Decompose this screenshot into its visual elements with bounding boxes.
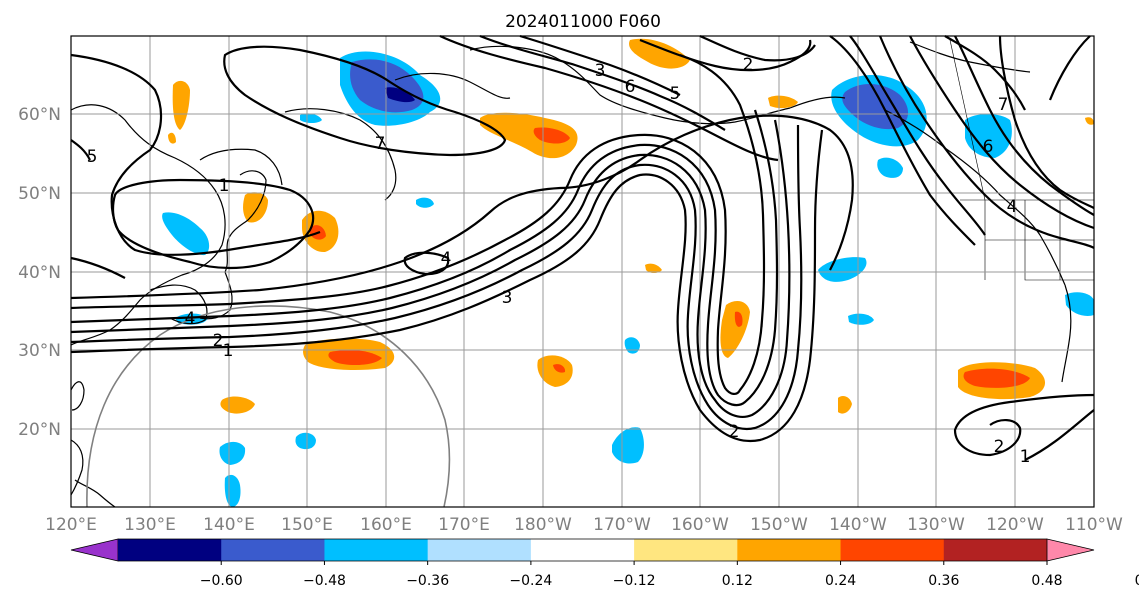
colorbar-tick-label: 0.36 [928,573,959,589]
contour-label: 3 [502,288,513,308]
colorbar-extend-low [70,538,119,562]
lon-label: 130°E [124,515,176,535]
colorbar-segment [530,539,635,561]
contour-label: 1 [219,176,230,196]
colorbar-tick-label: −0.48 [303,573,346,589]
colorbar-tick-label: −0.60 [200,573,243,589]
lat-label: 30°N [18,341,61,361]
positive-anomaly-patches [168,38,1094,414]
colorbar-segment [324,539,429,561]
colorbar-tick-label: −0.12 [613,573,656,589]
colorbar-tick-label: −0.36 [406,573,449,589]
contour-label: 3 [595,61,606,81]
colorbar-segment [634,539,738,561]
lon-label: 170°E [438,515,490,535]
contour-labels: 1 2 3 4 4 5 5 6 7 2 3 4 6 7 1 2 1 2 [87,55,1031,467]
contour-label: 6 [983,137,994,157]
colorbar-segment [943,539,1048,561]
lat-label: 60°N [18,105,61,125]
lat-label: 20°N [18,420,61,440]
colorbar-tick-label: −0.24 [509,573,552,589]
colorbar-tick-label: 0.48 [1031,573,1062,589]
longitude-labels: 120°E 130°E 140°E 150°E 160°E 170°E 180°… [45,515,1123,535]
lon-label: 170°W [593,515,651,535]
lon-label: 120°E [45,515,97,535]
contour-label: 4 [1007,197,1018,217]
colorbar-segment [221,539,325,561]
lon-label: 110°W [1065,515,1123,535]
contour-label: 7 [375,134,386,154]
map-frame [70,35,1095,508]
lon-label: 140°E [203,515,255,535]
lat-label: 50°N [18,184,61,204]
figure-title: 2024011000 F060 [505,12,661,32]
colorbar: −0.60 −0.48 −0.36 −0.24 −0.12 0.12 0.24 0.36 0.4… [70,538,1139,589]
lon-label: 140°W [829,515,887,535]
contour-label: 6 [625,77,636,97]
contours [70,34,1095,461]
lat-label: 40°N [18,263,61,283]
colorbar-extend-high [1046,538,1095,562]
colorbar-segment [118,539,222,561]
colorbar-tick-label: 0.12 [722,573,753,589]
contour-label: 2 [743,55,754,75]
negative-anomaly-patches [162,51,1094,507]
contour-label: 2 [994,437,1005,457]
lon-label: 160°E [360,515,412,535]
colorbar-tick-label: 0.24 [825,573,856,589]
lon-label: 150°E [281,515,333,535]
contour-label: 4 [441,249,452,269]
contour-label: 7 [998,95,1009,115]
contour-label: 2 [729,422,740,442]
lon-label: 150°W [750,515,808,535]
range-circle [86,305,451,508]
colorbar-tick-label: 0.60 [1135,573,1139,589]
contour-label: 4 [185,309,196,329]
contour-label: 1 [223,341,234,361]
contour-label: 1 [1020,447,1031,467]
colorbar-segment [737,539,842,561]
lon-label: 120°W [986,515,1044,535]
lon-label: 180°W [514,515,572,535]
lon-label: 130°W [907,515,965,535]
colorbar-segment [840,539,945,561]
colorbar-segment [427,539,532,561]
latitude-labels: 60°N 50°N 40°N 30°N 20°N [18,105,61,440]
lon-label: 160°W [671,515,729,535]
colorbar-outline [118,538,1047,562]
boundaries [949,39,1094,281]
contour-label: 2 [213,331,224,351]
contour-label: 5 [670,84,681,104]
contour-label: 5 [87,147,98,167]
